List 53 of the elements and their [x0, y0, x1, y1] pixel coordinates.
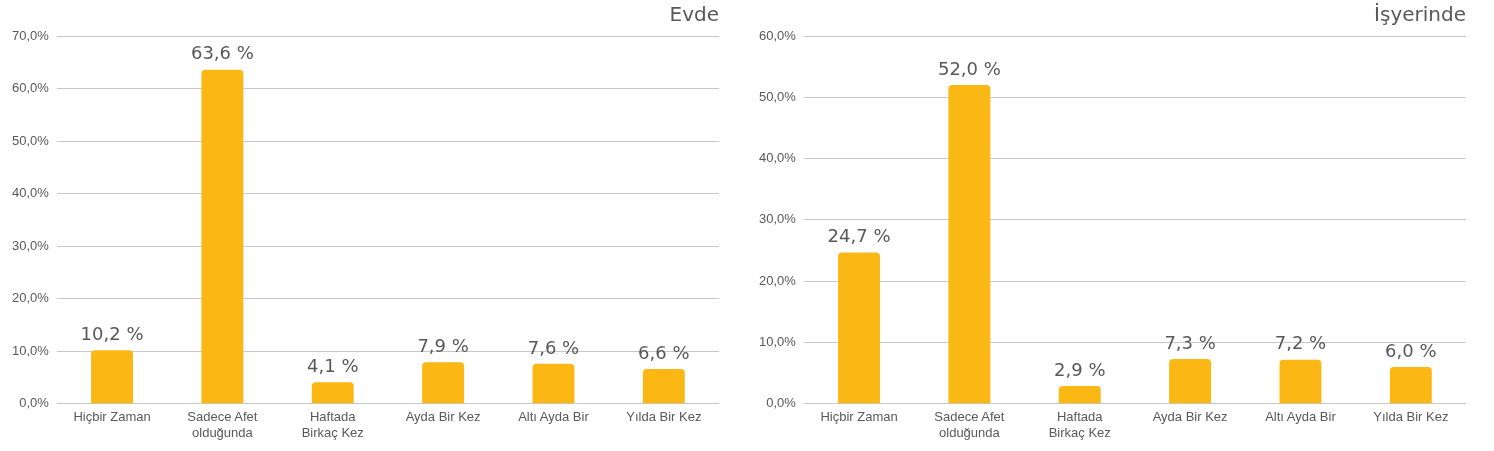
y-tick-label: 40,0%: [758, 150, 797, 166]
y-tick-label: 10,0%: [758, 334, 797, 350]
bar: [1389, 367, 1432, 404]
x-tick-label: Hiçbir Zaman: [73, 409, 151, 425]
data-label: 7,2 %: [1274, 332, 1327, 354]
y-tick-label: 50,0%: [758, 88, 797, 104]
y-tick-label: 30,0%: [11, 237, 50, 253]
bar: [642, 369, 685, 404]
x-tick-label: Ayda Bir Kez: [405, 409, 481, 425]
y-tick-label: 20,0%: [758, 272, 797, 288]
data-label: 4,1 %: [307, 354, 359, 376]
x-tick-label: Sadece Afet olduğunda: [187, 409, 258, 440]
x-tick-label: Altı Ayda Bir: [1265, 409, 1337, 425]
y-tick-label: 50,0%: [11, 132, 50, 148]
y-tick-label: 20,0%: [11, 290, 50, 306]
x-tick-label: Yılda Bir Kez: [1373, 409, 1449, 425]
x-tick-label: Yılda Bir Kez: [626, 409, 702, 425]
y-tick-label: 60,0%: [11, 80, 50, 96]
bar: [948, 85, 991, 404]
bar: [1169, 359, 1212, 404]
chart-title: İşyerinde: [1374, 2, 1466, 27]
y-tick-label: 0,0%: [766, 395, 797, 411]
x-tick-label: Hiçbir Zaman: [820, 409, 898, 425]
bar: [1279, 359, 1322, 404]
bar: [91, 350, 134, 404]
x-tick-label: Haftada Birkaç Kez: [301, 409, 364, 440]
data-label: 24,7 %: [827, 225, 891, 247]
y-tick-label: 30,0%: [758, 211, 797, 227]
y-tick-label: 0,0%: [19, 395, 50, 411]
data-label: 7,9 %: [417, 334, 469, 356]
x-tick-label: Sadece Afet olduğunda: [934, 409, 1005, 440]
data-label: 6,0 %: [1385, 339, 1437, 361]
y-tick-label: 10,0%: [11, 342, 50, 358]
y-tick-label: 40,0%: [11, 185, 50, 201]
x-tick-label: Ayda Bir Kez: [1152, 409, 1228, 425]
y-tick-label: 70,0%: [11, 27, 50, 43]
y-tick-label: 60,0%: [758, 27, 797, 43]
bar: [1058, 386, 1101, 404]
x-tick-label: Haftada Birkaç Kez: [1048, 409, 1111, 440]
data-label: 63,6 %: [190, 42, 254, 64]
bar: [422, 362, 465, 404]
bar: [532, 363, 575, 404]
data-label: 7,6 %: [527, 336, 580, 358]
data-label: 10,2 %: [80, 322, 144, 344]
chart-title: Evde: [669, 2, 719, 27]
bar: [838, 252, 881, 404]
data-label: 2,9 %: [1054, 358, 1106, 380]
x-tick-label: Altı Ayda Bir: [518, 409, 590, 425]
bar: [201, 69, 244, 404]
data-label: 52,0 %: [937, 57, 1001, 79]
bar: [311, 382, 354, 404]
data-label: 6,6 %: [638, 341, 690, 363]
data-label: 7,3 %: [1164, 331, 1216, 353]
